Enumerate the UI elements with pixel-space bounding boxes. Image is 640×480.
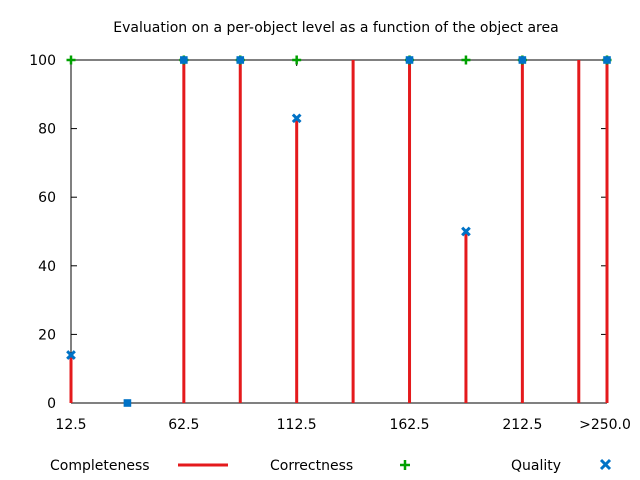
- legend-correctness-marker: [400, 460, 410, 470]
- y-axis: 0 20 40 60 80 100: [29, 53, 607, 412]
- y-tick-label: 60: [38, 190, 56, 206]
- quality-point: [236, 56, 245, 64]
- x-tick-label: 12.5: [55, 417, 86, 433]
- y-tick-label: 40: [38, 259, 56, 275]
- quality-point: [180, 56, 188, 64]
- y-tick-label: 20: [38, 327, 56, 343]
- plot-frame: [70, 59, 608, 404]
- x-tick-label: 162.5: [389, 417, 429, 433]
- series-layer: [66, 55, 612, 407]
- correctness-point: [461, 55, 471, 65]
- x-tick-label: 62.5: [168, 417, 199, 433]
- y-tick-label: 0: [47, 396, 56, 412]
- x-tick-label: 212.5: [502, 417, 542, 433]
- x-tick-label: 112.5: [277, 417, 317, 433]
- correctness-point: [66, 55, 76, 65]
- legend-correctness-label: Correctness: [270, 458, 353, 474]
- quality-point: [405, 56, 414, 64]
- y-tick-label: 100: [29, 53, 56, 69]
- legend-quality-marker: [599, 458, 612, 471]
- chart-title: Evaluation on a per-object level as a fu…: [113, 20, 558, 36]
- legend-quality-label: Quality: [511, 458, 561, 474]
- quality-point: [461, 226, 471, 237]
- quality-point: [66, 350, 76, 360]
- x-tick-label: >250.0: [579, 417, 631, 433]
- correctness-point: [292, 55, 302, 65]
- y-tick-label: 80: [38, 122, 56, 138]
- x-axis: 12.5 62.5 112.5 162.5 212.5 >250.0: [55, 60, 631, 433]
- legend: Completeness Correctness Quality: [50, 458, 612, 474]
- quality-point: [291, 113, 302, 124]
- quality-point: [123, 399, 132, 407]
- quality-point: [603, 56, 611, 64]
- quality-point: [518, 56, 527, 64]
- legend-completeness-label: Completeness: [50, 458, 150, 474]
